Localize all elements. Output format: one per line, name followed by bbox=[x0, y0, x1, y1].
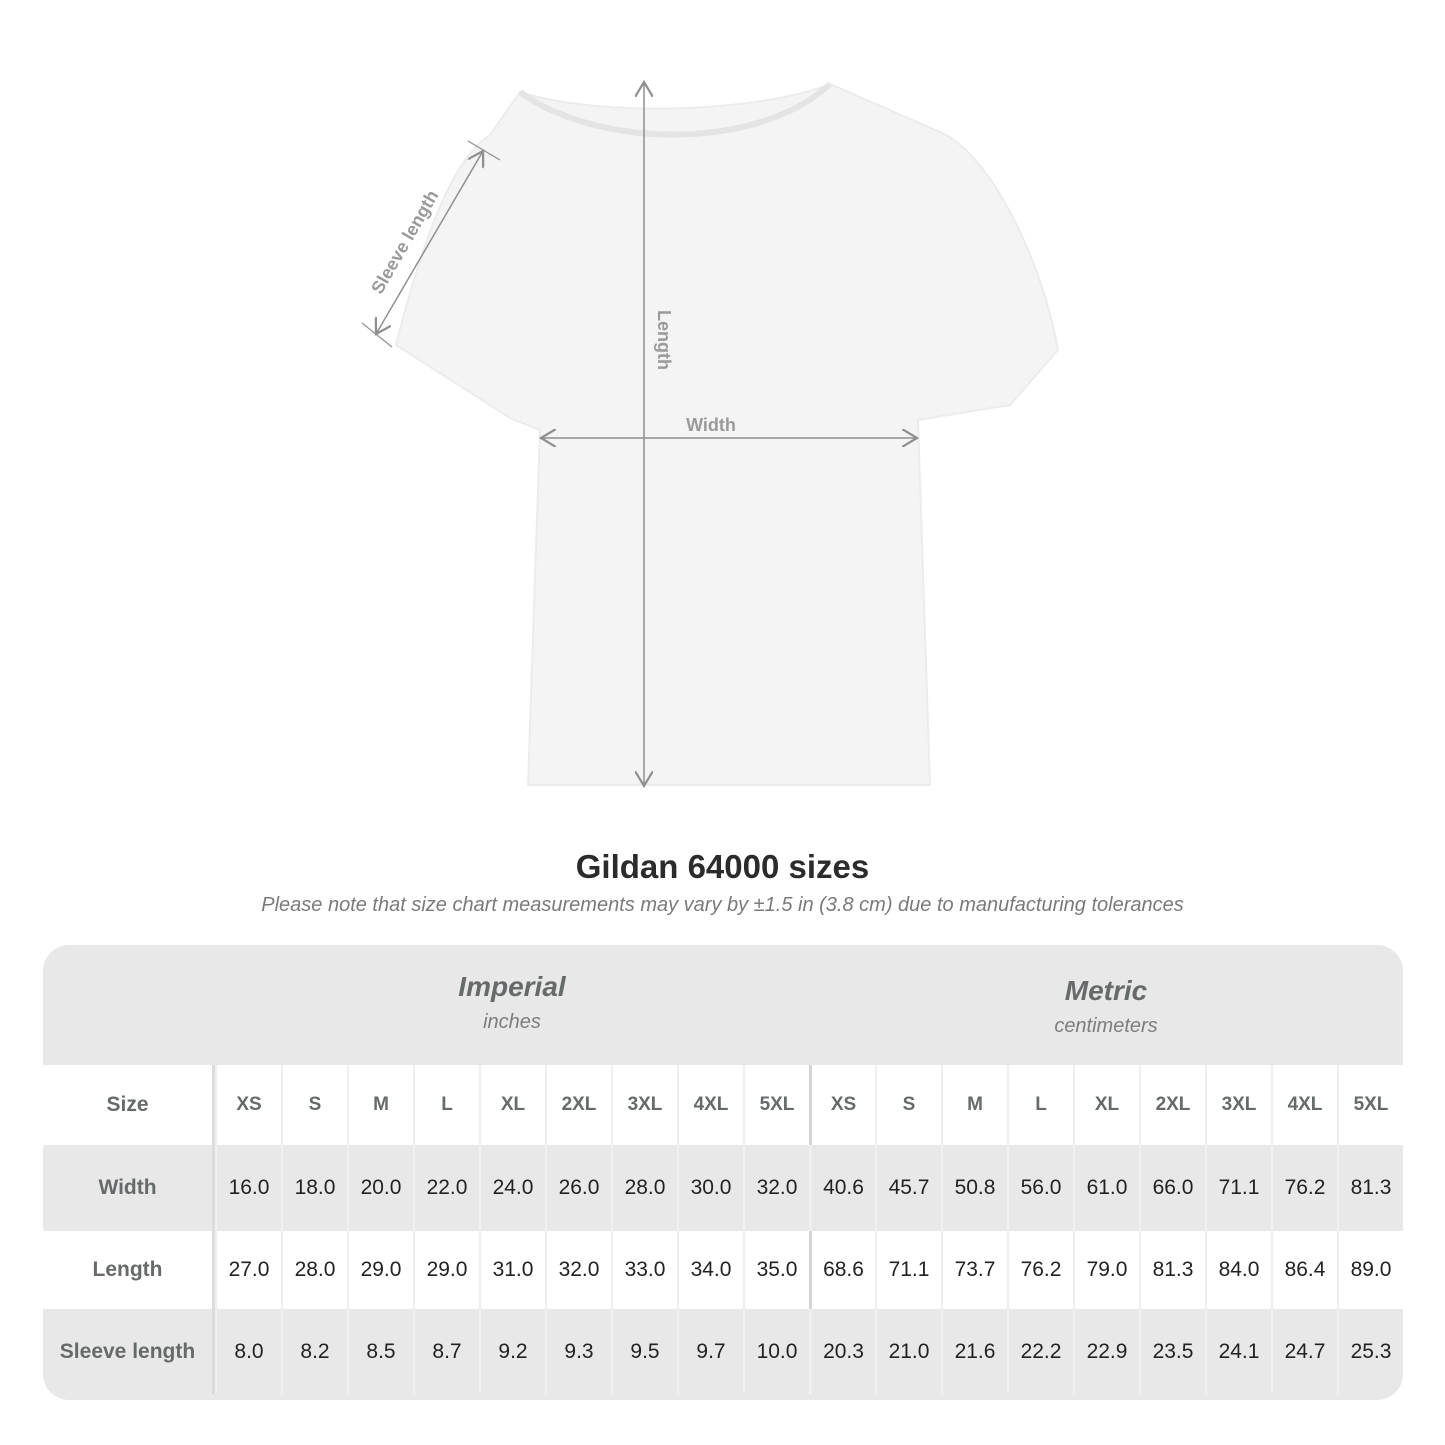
imperial-value-cell: 9.3 bbox=[545, 1309, 611, 1394]
metric-value-cell: 50.8 bbox=[941, 1145, 1007, 1231]
metric-value-cell: 23.5 bbox=[1139, 1309, 1205, 1394]
imperial-value-cell: 27.0 bbox=[215, 1231, 281, 1309]
metric-unit: centimeters bbox=[1054, 1015, 1158, 1037]
metric-size-header: 5XL bbox=[1337, 1065, 1403, 1145]
metric-value-cell: 61.0 bbox=[1073, 1145, 1139, 1231]
sleeve-measure-line bbox=[376, 151, 483, 334]
imperial-value-cell: 10.0 bbox=[743, 1309, 809, 1394]
imperial-value-cell: 8.5 bbox=[347, 1309, 413, 1394]
metric-value-cell: 73.7 bbox=[941, 1231, 1007, 1309]
imperial-value-cell: 22.0 bbox=[413, 1145, 479, 1231]
metric-value-cell: 81.3 bbox=[1139, 1231, 1205, 1309]
imperial-value-cell: 16.0 bbox=[215, 1145, 281, 1231]
imperial-size-header: XS bbox=[215, 1065, 281, 1145]
metric-value-cell: 89.0 bbox=[1337, 1231, 1403, 1309]
metric-value-cell: 45.7 bbox=[875, 1145, 941, 1231]
imperial-value-cell: 30.0 bbox=[677, 1145, 743, 1231]
imperial-value-cell: 35.0 bbox=[743, 1231, 809, 1309]
imperial-size-header: XL bbox=[479, 1065, 545, 1145]
metric-size-header: 4XL bbox=[1271, 1065, 1337, 1145]
metric-size-header: M bbox=[941, 1065, 1007, 1145]
imperial-value-cell: 24.0 bbox=[479, 1145, 545, 1231]
metric-value-cell: 86.4 bbox=[1271, 1231, 1337, 1309]
metric-value-cell: 21.0 bbox=[875, 1309, 941, 1394]
metric-value-cell: 24.1 bbox=[1205, 1309, 1271, 1394]
imperial-value-cell: 9.7 bbox=[677, 1309, 743, 1394]
imperial-value-cell: 33.0 bbox=[611, 1231, 677, 1309]
metric-title: Metric bbox=[1064, 975, 1148, 1006]
size-table: Imperial inches Metric centimeters Size X… bbox=[43, 945, 1403, 1400]
imperial-size-header: L bbox=[413, 1065, 479, 1145]
imperial-value-cell: 8.7 bbox=[413, 1309, 479, 1394]
metric-value-cell: 56.0 bbox=[1007, 1145, 1073, 1231]
imperial-value-cell: 8.2 bbox=[281, 1309, 347, 1394]
metric-value-cell: 79.0 bbox=[1073, 1231, 1139, 1309]
metric-size-header: XS bbox=[809, 1065, 875, 1145]
metric-value-cell: 66.0 bbox=[1139, 1145, 1205, 1231]
imperial-value-cell: 9.5 bbox=[611, 1309, 677, 1394]
imperial-size-header: 2XL bbox=[545, 1065, 611, 1145]
imperial-value-cell: 28.0 bbox=[281, 1231, 347, 1309]
width-label: Width bbox=[686, 415, 736, 435]
metric-size-header: L bbox=[1007, 1065, 1073, 1145]
metric-size-header: 2XL bbox=[1139, 1065, 1205, 1145]
metric-value-cell: 40.6 bbox=[809, 1145, 875, 1231]
metric-value-cell: 84.0 bbox=[1205, 1231, 1271, 1309]
size-grid: Size XS S M L XL 2XL 3XL 4XL 5XL XS S M L XL 2XL 3XL 4XL 5… bbox=[43, 1065, 1403, 1394]
metric-header: Metric centimeters bbox=[809, 945, 1403, 1063]
row-label: Sleeve length bbox=[43, 1309, 215, 1394]
size-header-label: Size bbox=[43, 1065, 215, 1145]
metric-size-header: S bbox=[875, 1065, 941, 1145]
page-title: Gildan 64000 sizes bbox=[575, 848, 870, 885]
imperial-size-header: 3XL bbox=[611, 1065, 677, 1145]
metric-value-cell: 22.9 bbox=[1073, 1309, 1139, 1394]
imperial-size-header: 4XL bbox=[677, 1065, 743, 1145]
tolerance-note: Please note that size chart measurements… bbox=[261, 894, 1184, 916]
imperial-value-cell: 29.0 bbox=[347, 1231, 413, 1309]
metric-value-cell: 21.6 bbox=[941, 1309, 1007, 1394]
imperial-value-cell: 18.0 bbox=[281, 1145, 347, 1231]
metric-value-cell: 68.6 bbox=[809, 1231, 875, 1309]
imperial-value-cell: 31.0 bbox=[479, 1231, 545, 1309]
imperial-unit: inches bbox=[483, 1011, 541, 1033]
metric-value-cell: 81.3 bbox=[1337, 1145, 1403, 1231]
imperial-size-header: M bbox=[347, 1065, 413, 1145]
imperial-title: Imperial bbox=[458, 971, 566, 1002]
metric-value-cell: 24.7 bbox=[1271, 1309, 1337, 1394]
imperial-value-cell: 28.0 bbox=[611, 1145, 677, 1231]
row-label: Length bbox=[43, 1231, 215, 1309]
imperial-header: Imperial inches bbox=[215, 945, 809, 1063]
metric-value-cell: 22.2 bbox=[1007, 1309, 1073, 1394]
imperial-value-cell: 26.0 bbox=[545, 1145, 611, 1231]
imperial-value-cell: 29.0 bbox=[413, 1231, 479, 1309]
metric-value-cell: 20.3 bbox=[809, 1309, 875, 1394]
imperial-value-cell: 8.0 bbox=[215, 1309, 281, 1394]
tshirt-diagram: Sleeve length Length Width bbox=[361, 0, 1060, 820]
imperial-value-cell: 9.2 bbox=[479, 1309, 545, 1394]
length-label: Length bbox=[654, 310, 674, 370]
metric-size-header: 3XL bbox=[1205, 1065, 1271, 1145]
metric-value-cell: 71.1 bbox=[875, 1231, 941, 1309]
metric-value-cell: 25.3 bbox=[1337, 1309, 1403, 1394]
row-label: Width bbox=[43, 1145, 215, 1231]
imperial-size-header: S bbox=[281, 1065, 347, 1145]
imperial-value-cell: 32.0 bbox=[545, 1231, 611, 1309]
imperial-value-cell: 20.0 bbox=[347, 1145, 413, 1231]
metric-value-cell: 76.2 bbox=[1007, 1231, 1073, 1309]
metric-value-cell: 76.2 bbox=[1271, 1145, 1337, 1231]
imperial-value-cell: 32.0 bbox=[743, 1145, 809, 1231]
imperial-size-header: 5XL bbox=[743, 1065, 809, 1145]
metric-value-cell: 71.1 bbox=[1205, 1145, 1271, 1231]
metric-size-header: XL bbox=[1073, 1065, 1139, 1145]
imperial-value-cell: 34.0 bbox=[677, 1231, 743, 1309]
